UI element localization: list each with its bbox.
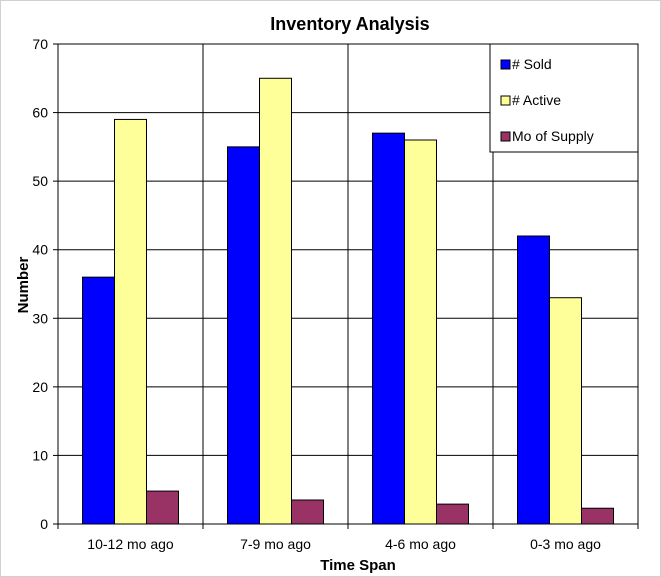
bar-mo-of-supply (146, 490, 179, 525)
legend-label: Mo of Supply (512, 128, 594, 144)
plot-border (57, 43, 639, 525)
legend: # Sold # Active Mo of Supply (489, 43, 639, 153)
bar-mo-of-supply (291, 499, 324, 525)
y-tick-label: 20 (32, 379, 48, 395)
chart-title: Inventory Analysis (270, 14, 429, 34)
x-tick-label: 7-9 mo ago (240, 536, 311, 552)
legend-swatch (500, 131, 511, 142)
bar-active (549, 297, 582, 525)
bar-mo-of-supply (436, 503, 469, 525)
legend-label: # Active (512, 92, 561, 108)
bar-sold (517, 235, 550, 525)
bar-mo-of-supply (581, 507, 614, 525)
legend-label: # Sold (512, 56, 552, 72)
y-tick-label: 70 (32, 36, 48, 52)
x-tick-label: 10-12 mo ago (87, 536, 174, 552)
bar-sold (82, 276, 115, 525)
bar-sold (372, 132, 405, 525)
y-axis-label: Number (15, 257, 32, 314)
y-tick-label: 30 (32, 310, 48, 326)
y-tick-label: 60 (32, 105, 48, 121)
bar-active (114, 118, 147, 525)
legend-swatch (500, 59, 511, 70)
y-tick-label: 0 (40, 516, 48, 532)
bar-active (259, 77, 292, 525)
plot-area: 0 10 20 30 40 50 60 70 10-12 mo ago 7-9 mo ago 4-6… (32, 36, 639, 552)
x-axis-label: Time Span (320, 557, 396, 574)
x-tick-label: 0-3 mo ago (530, 536, 601, 552)
legend-swatch (500, 95, 511, 106)
y-tick-label: 10 (32, 447, 48, 463)
y-tick-label: 50 (32, 173, 48, 189)
y-tick-label: 40 (32, 242, 48, 258)
x-tick-label: 4-6 mo ago (385, 536, 456, 552)
bar-active (404, 139, 437, 525)
legend-box (489, 43, 639, 153)
bar-sold (227, 146, 260, 525)
